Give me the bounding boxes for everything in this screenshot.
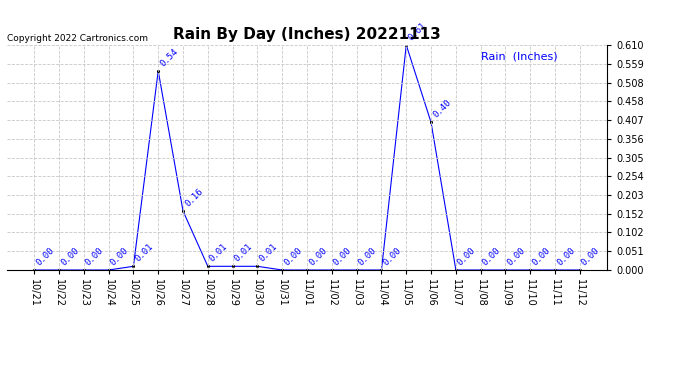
- Text: 0.01: 0.01: [257, 242, 279, 264]
- Text: Rain  (Inches): Rain (Inches): [481, 52, 558, 62]
- Text: 0.61: 0.61: [406, 21, 428, 42]
- Text: 0.00: 0.00: [282, 246, 304, 267]
- Text: 0.40: 0.40: [431, 98, 453, 120]
- Text: 0.00: 0.00: [456, 246, 477, 267]
- Text: 0.00: 0.00: [357, 246, 378, 267]
- Text: 0.01: 0.01: [133, 242, 155, 264]
- Text: 0.00: 0.00: [555, 246, 577, 267]
- Text: 0.54: 0.54: [158, 46, 180, 68]
- Text: 0.00: 0.00: [307, 246, 328, 267]
- Text: 0.01: 0.01: [233, 242, 254, 264]
- Text: 0.00: 0.00: [506, 246, 527, 267]
- Text: 0.00: 0.00: [382, 246, 403, 267]
- Text: 0.00: 0.00: [59, 246, 81, 267]
- Text: 0.00: 0.00: [332, 246, 353, 267]
- Text: 0.01: 0.01: [208, 242, 229, 264]
- Title: Rain By Day (Inches) 20221113: Rain By Day (Inches) 20221113: [173, 27, 441, 42]
- Text: 0.00: 0.00: [481, 246, 502, 267]
- Text: 0.00: 0.00: [531, 246, 552, 267]
- Text: 0.00: 0.00: [34, 246, 56, 267]
- Text: 0.00: 0.00: [83, 246, 106, 267]
- Text: 0.00: 0.00: [108, 246, 130, 267]
- Text: 0.00: 0.00: [580, 246, 602, 267]
- Text: Copyright 2022 Cartronics.com: Copyright 2022 Cartronics.com: [7, 34, 148, 43]
- Text: 0.16: 0.16: [183, 187, 205, 208]
